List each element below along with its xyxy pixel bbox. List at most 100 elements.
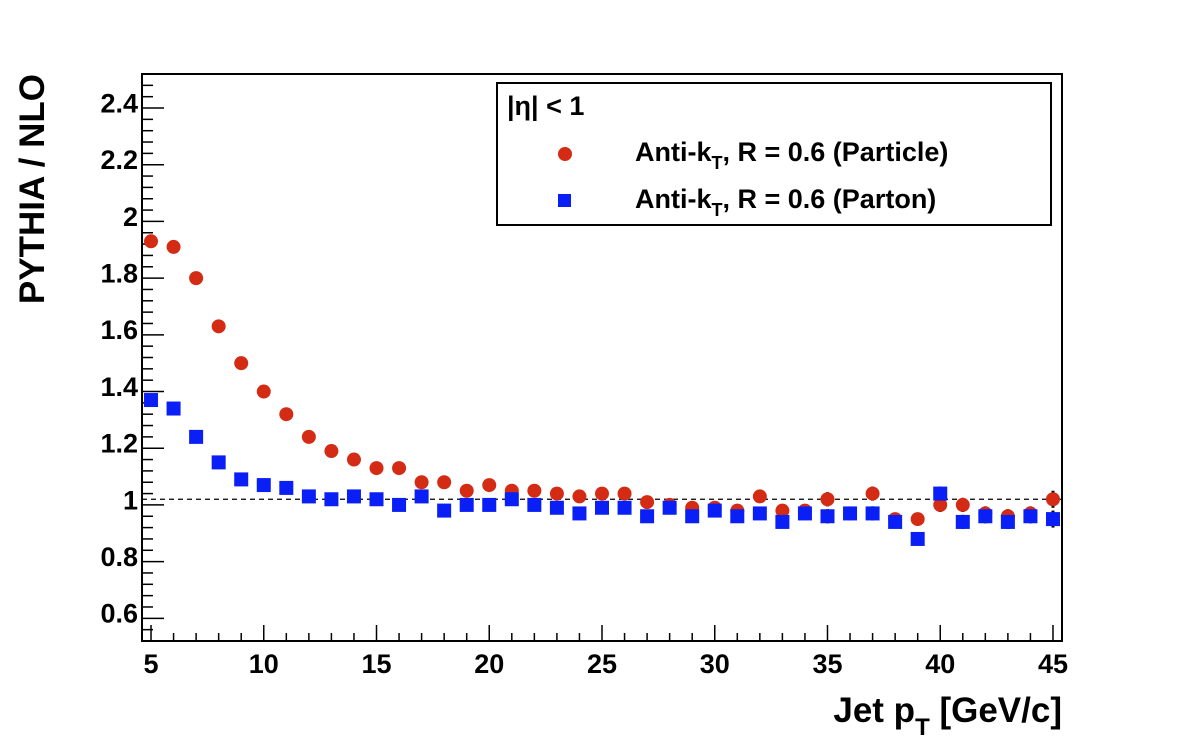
legend-box (496, 82, 1052, 226)
data-point-parton (797, 506, 812, 521)
data-point-parton (640, 509, 655, 524)
data-point-parton (437, 503, 452, 518)
data-point-parton (1045, 512, 1060, 527)
y-tick-label: 1.6 (100, 315, 138, 345)
data-point-parton (549, 500, 564, 515)
data-point-particle (301, 429, 316, 444)
y-axis-title: PYTHIA / NLO (13, 74, 52, 304)
data-point-particle (527, 483, 542, 498)
x-tick-label: 30 (700, 649, 730, 679)
x-tick-label: 25 (587, 649, 617, 679)
x-axis-title-sub: T (915, 714, 930, 741)
y-tick-label: 0.6 (100, 599, 138, 629)
x-tick-label: 15 (361, 649, 391, 679)
data-point-parton (617, 500, 632, 515)
data-point-particle (369, 461, 384, 476)
y-tick-label: 1.8 (100, 258, 138, 288)
data-point-parton (527, 497, 542, 512)
data-point-particle (1045, 492, 1060, 507)
data-point-parton (865, 506, 880, 521)
data-point-particle (820, 492, 835, 507)
legend-label-particle-suffix: , R = 0.6 (Particle) (723, 137, 949, 167)
data-point-particle (775, 503, 790, 518)
data-point-parton (843, 506, 858, 521)
data-point-particle (482, 478, 497, 493)
legend-label-parton-suffix: , R = 0.6 (Parton) (723, 184, 937, 214)
data-point-particle (414, 475, 429, 490)
data-point-particle (324, 444, 339, 459)
legend-marker-particle (558, 147, 572, 161)
data-point-parton (1000, 514, 1015, 529)
data-point-parton (978, 509, 993, 524)
data-point-parton (955, 514, 970, 529)
plot-frame (141, 73, 1063, 642)
data-point-parton (572, 506, 587, 521)
data-point-parton (888, 514, 903, 529)
data-point-particle (617, 486, 632, 501)
data-point-particle (234, 356, 249, 371)
data-point-parton (189, 429, 204, 444)
data-point-parton (504, 492, 519, 507)
x-tick-label: 35 (812, 649, 842, 679)
data-point-particle (144, 234, 159, 249)
y-tick-label: 0.8 (100, 542, 138, 572)
legend-label-parton-sub: T (712, 200, 723, 220)
data-point-particle (865, 486, 880, 501)
data-point-parton (346, 489, 361, 504)
data-point-particle (392, 461, 407, 476)
data-point-parton (910, 531, 925, 546)
legend-header: |η| < 1 (507, 91, 584, 121)
data-point-particle (752, 489, 767, 504)
data-point-parton (279, 480, 294, 495)
legend-label-parton: Anti-kT, R = 0.6 (Parton) (635, 184, 936, 220)
x-tick-label: 20 (474, 649, 504, 679)
y-tick-label: 1.2 (100, 429, 138, 459)
legend-label-particle-prefix: Anti-k (635, 137, 712, 167)
data-point-particle (640, 495, 655, 510)
y-tick-label: 2 (123, 202, 138, 232)
data-point-particle (211, 319, 226, 334)
x-axis-title-unit: [GeV/c] (930, 691, 1062, 730)
data-point-particle (549, 486, 564, 501)
data-point-particle (189, 271, 204, 286)
data-point-parton (752, 506, 767, 521)
data-point-parton (707, 503, 722, 518)
x-tick-label: 10 (249, 649, 279, 679)
data-point-parton (144, 393, 159, 408)
x-axis-title: Jet pT [GeV/c] (833, 691, 1062, 741)
x-axis-title-main: Jet p (833, 691, 915, 730)
data-point-parton (256, 478, 271, 493)
data-point-parton (1023, 509, 1038, 524)
data-point-parton (595, 500, 609, 515)
data-point-particle (279, 407, 294, 422)
data-point-parton (392, 497, 407, 512)
data-point-parton (730, 509, 745, 524)
data-point-parton (234, 472, 249, 487)
data-point-parton (414, 489, 429, 504)
data-point-particle (955, 497, 970, 512)
data-point-parton (324, 492, 339, 507)
legend-marker-parton (558, 194, 571, 207)
x-tick-label: 5 (144, 649, 159, 679)
y-tick-label: 1.4 (100, 372, 138, 402)
data-points (144, 234, 1060, 546)
data-point-parton (166, 401, 181, 416)
legend-label-particle-sub: T (712, 153, 723, 173)
data-point-parton (933, 486, 948, 501)
data-point-particle (346, 452, 361, 467)
legend-label-parton-prefix: Anti-k (635, 184, 712, 214)
data-point-particle (910, 512, 925, 527)
x-tick-label: 40 (925, 649, 955, 679)
data-point-parton (775, 514, 790, 529)
data-point-particle (572, 489, 587, 504)
legend: |η| < 1 Anti-kT, R = 0.6 (Particle) Anti… (496, 82, 1052, 226)
data-point-parton (211, 455, 226, 470)
y-tick-label: 2.2 (100, 145, 138, 175)
data-point-particle (166, 239, 181, 254)
data-point-parton (685, 509, 700, 524)
data-point-parton (301, 489, 316, 504)
data-point-parton (820, 509, 835, 524)
data-point-parton (482, 497, 497, 512)
y-tick-label: 1 (123, 485, 138, 515)
